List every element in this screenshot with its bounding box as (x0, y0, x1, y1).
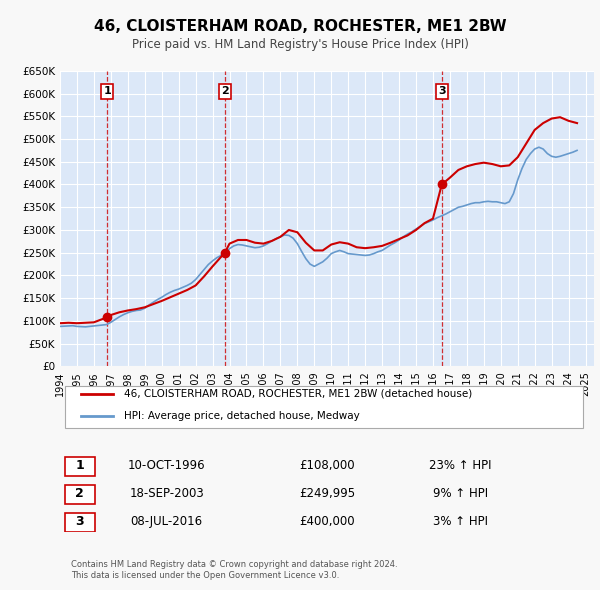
Text: 1: 1 (76, 459, 84, 472)
Text: Contains HM Land Registry data © Crown copyright and database right 2024.
This d: Contains HM Land Registry data © Crown c… (71, 560, 397, 580)
FancyBboxPatch shape (65, 457, 95, 476)
Text: 08-JUL-2016: 08-JUL-2016 (131, 515, 203, 528)
Text: £108,000: £108,000 (299, 459, 355, 472)
FancyBboxPatch shape (65, 485, 95, 504)
Text: 2: 2 (221, 87, 229, 97)
Text: 46, CLOISTERHAM ROAD, ROCHESTER, ME1 2BW: 46, CLOISTERHAM ROAD, ROCHESTER, ME1 2BW (94, 19, 506, 34)
FancyBboxPatch shape (65, 386, 583, 428)
Text: 3: 3 (76, 515, 84, 528)
Text: Price paid vs. HM Land Registry's House Price Index (HPI): Price paid vs. HM Land Registry's House … (131, 38, 469, 51)
Text: 3: 3 (438, 87, 446, 97)
Text: £400,000: £400,000 (299, 515, 355, 528)
Text: 2: 2 (76, 487, 84, 500)
Text: 9% ↑ HPI: 9% ↑ HPI (433, 487, 488, 500)
Text: 3% ↑ HPI: 3% ↑ HPI (433, 515, 488, 528)
FancyBboxPatch shape (65, 513, 95, 532)
Text: HPI: Average price, detached house, Medway: HPI: Average price, detached house, Medw… (124, 411, 360, 421)
Text: 23% ↑ HPI: 23% ↑ HPI (429, 459, 492, 472)
Text: 46, CLOISTERHAM ROAD, ROCHESTER, ME1 2BW (detached house): 46, CLOISTERHAM ROAD, ROCHESTER, ME1 2BW… (124, 389, 472, 399)
Text: 18-SEP-2003: 18-SEP-2003 (130, 487, 204, 500)
Text: 10-OCT-1996: 10-OCT-1996 (128, 459, 206, 472)
Text: £249,995: £249,995 (299, 487, 355, 500)
Text: 1: 1 (103, 87, 111, 97)
